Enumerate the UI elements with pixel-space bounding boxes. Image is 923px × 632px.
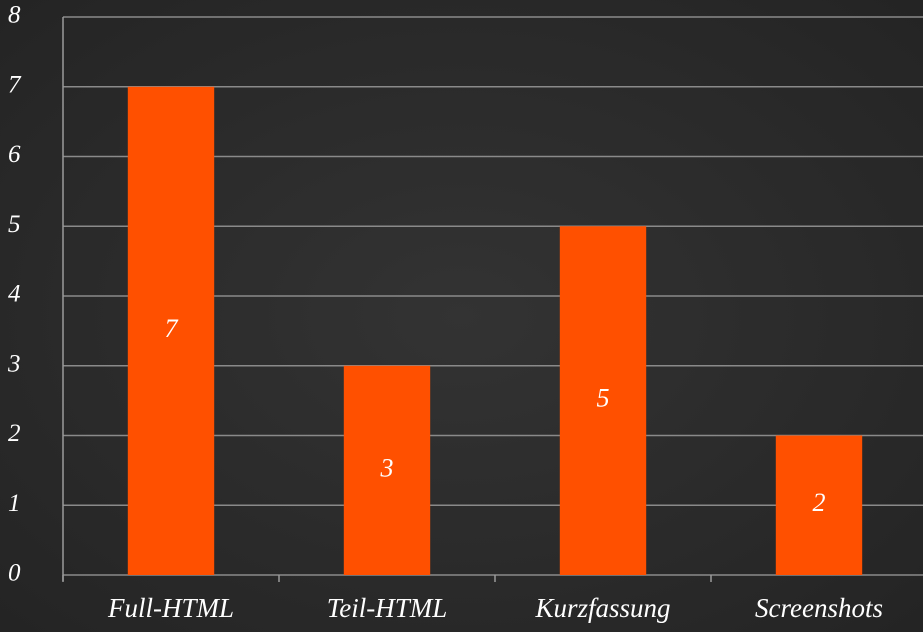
bar [775,435,863,575]
y-tick-label: 4 [8,281,21,308]
bar [559,226,647,575]
bar [343,365,431,575]
y-tick-label: 7 [8,71,22,98]
y-tick-label: 1 [8,490,21,517]
y-tick-label: 0 [8,560,21,587]
x-tick-label: Teil-HTML [327,593,448,623]
x-tick-label: Kurzfassung [534,593,670,623]
data-label: 5 [597,384,610,413]
x-tick-label: Full-HTML [107,593,234,623]
y-tick-label: 2 [8,420,21,447]
y-tick-label: 5 [8,211,21,238]
data-label: 7 [165,314,179,343]
data-label: 2 [813,488,826,517]
data-label: 3 [380,453,394,482]
x-tick-label: Screenshots [755,593,883,623]
y-tick-label: 3 [7,350,21,377]
bar [127,86,215,575]
y-tick-label: 8 [8,2,21,29]
y-tick-label: 6 [8,141,21,168]
